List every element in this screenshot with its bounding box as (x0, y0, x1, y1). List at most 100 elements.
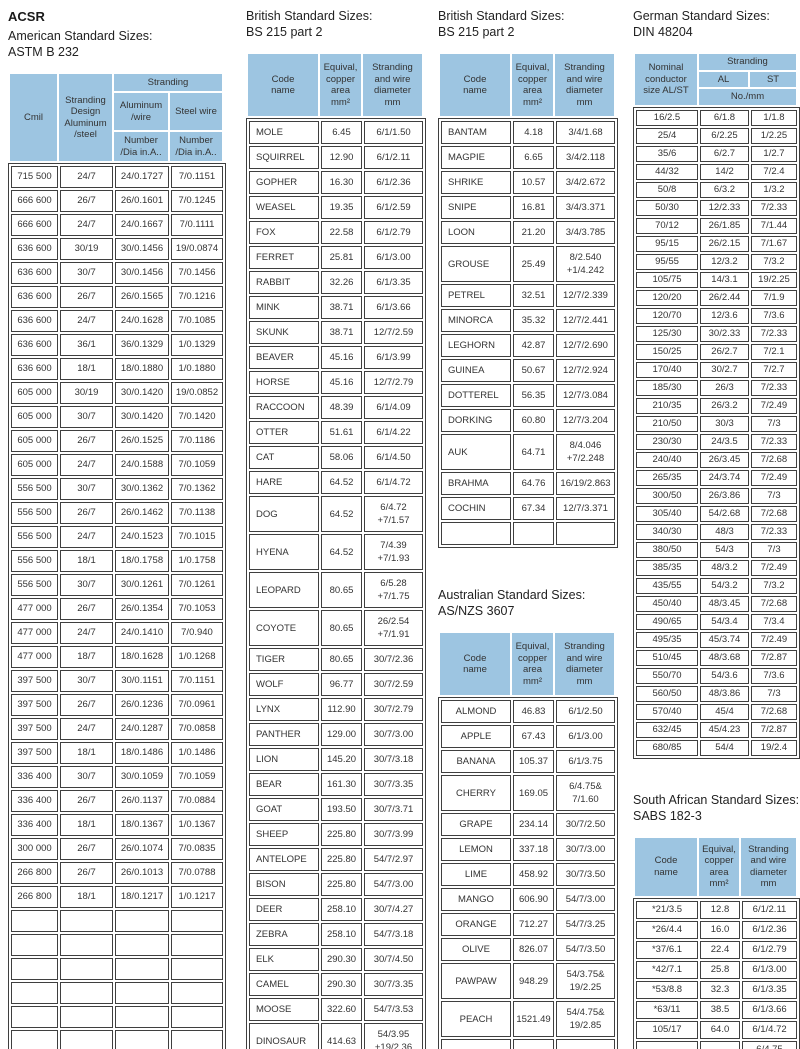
table-cell: 30/0.1420 (115, 382, 169, 404)
table-cell: 25/4 (636, 127, 698, 144)
table-cell: 12.8 (700, 900, 740, 919)
table-cell: 22.4 (700, 940, 740, 959)
table-cell: 54/7/3.00 (364, 873, 423, 896)
table-cell: 7/0.0858 (171, 718, 223, 740)
table-cell: 26/2.44 (700, 289, 749, 306)
table-row: 50/30 12/2.33 7/2.33 (636, 199, 797, 216)
table-cell: 18/0.1880 (115, 358, 169, 380)
table-cell: 30/7 (60, 478, 113, 500)
table-cell: ANTELOPE (249, 848, 319, 871)
table-row: 336 400 30/7 30/0.1059 7/0.1059 (11, 766, 223, 788)
table-cell: 36/0.1329 (115, 334, 169, 356)
table-cell: 32.51 (513, 284, 554, 307)
table-cell: ALMOND (441, 700, 511, 723)
table-cell: 230/30 (636, 433, 698, 450)
table-cell: 30/7 (60, 670, 113, 692)
table-cell: ZEBRA (249, 923, 319, 946)
table-row: 44/32 14/2 7/2.4 (636, 163, 797, 180)
table-row: 715 500 24/7 24/0.1727 7/0.1151 (11, 166, 223, 188)
table-cell: 18/1 (60, 550, 113, 572)
table-cell: 6/1/2.36 (364, 171, 423, 194)
table-cell: 1/0.1880 (171, 358, 223, 380)
table-cell (11, 910, 58, 932)
table-cell: 95/55 (636, 253, 698, 270)
table-cell: 30/19 (60, 382, 113, 404)
table-cell: 7/2.33 (751, 523, 797, 540)
table-cell: 210/50 (636, 415, 698, 432)
table-cell: 54/3.6 (700, 667, 749, 684)
table-row: 636 600 18/1 18/0.1880 1/0.1880 (11, 358, 223, 380)
table-cell: 4.18 (513, 121, 554, 144)
british-2-table-header: Code name Equival, copper area mm² Strandi… (438, 52, 616, 118)
table-cell: 48/3.45 (700, 595, 749, 612)
table-cell: 54/7/3.53 (364, 998, 423, 1021)
header-cell: Stranding (114, 74, 223, 91)
table-cell: 50.67 (513, 359, 554, 382)
table-cell: 7/0.1059 (171, 766, 223, 788)
table-cell (11, 1030, 58, 1049)
table-cell (171, 934, 223, 956)
table-cell: *37/6.1 (636, 940, 698, 959)
table-cell: 556 500 (11, 526, 58, 548)
table-cell: 7/2.49 (751, 397, 797, 414)
table-cell: 112.90 (321, 698, 362, 721)
table-cell: 30/7/3.35 (364, 773, 423, 796)
table-cell: 161.30 (321, 773, 362, 796)
table-row: FERRET 25.81 6/1/3.00 (249, 246, 423, 269)
table-cell: 30/2.33 (700, 325, 749, 342)
table-cell: 556 500 (11, 550, 58, 572)
table-cell: MOLE (249, 121, 319, 144)
south-african-table-border: *21/3.5 12.8 6/1/2.11 *26/4.4 16.0 6/1/2.36 *3… (633, 897, 800, 1049)
table-cell: 54/7/2.97 (364, 848, 423, 871)
table-row: DOG 64.52 6/4.72 +7/1.57 (249, 496, 423, 532)
header-cell: Number /Dia in.A.. (114, 132, 168, 161)
table-cell (60, 1006, 113, 1028)
german-table-border: 16/2.5 6/1.8 1/1.8 25/4 6/2.25 1/2.25 35/6 6/2.… (633, 106, 800, 759)
table-row: 550/70 54/3.6 7/3.6 (636, 667, 797, 684)
header-cell: Cmil (10, 74, 57, 161)
table-cell: 30/19 (60, 238, 113, 260)
table-cell: 18/0.1217 (115, 886, 169, 908)
table-cell: 7/2.1 (751, 343, 797, 360)
table-cell (441, 522, 511, 545)
table-cell: SHRIKE (441, 171, 511, 194)
table-cell: 64.52 (321, 534, 362, 570)
table-cell: 715 500 (11, 166, 58, 188)
table-cell: 105/75 (636, 271, 698, 288)
table-cell: DOTTEREL (441, 384, 511, 407)
table-cell: 605 000 (11, 454, 58, 476)
table-cell: SHEEP (249, 823, 319, 846)
table-cell: 48/3.86 (700, 685, 749, 702)
table-cell: 6/1/2.79 (742, 940, 797, 959)
german-data-table: 16/2.5 6/1.8 1/1.8 25/4 6/2.25 1/2.25 35/6 6/2.… (634, 108, 799, 758)
table-row: DINOSAUR 414.63 54/3.95 +19/2.36 (249, 1023, 423, 1049)
table-cell: 30/7/4.27 (364, 898, 423, 921)
header-cell: Equival, copper area mm² (320, 54, 361, 116)
table-cell: GROUSE (441, 246, 511, 282)
table-cell (171, 958, 223, 980)
empty-row (441, 1039, 615, 1049)
table-cell: 24/0.1667 (115, 214, 169, 236)
table-cell: BANANA (441, 750, 511, 773)
header-cell: Stranding Design Aluminum /steel (59, 74, 112, 161)
table-cell: 50/8 (636, 181, 698, 198)
table-row: CHERRY 169.05 6/4.75& 7/1.60 (441, 775, 615, 811)
table-cell: 6/5.28 +7/1.75 (364, 572, 423, 608)
table-cell: 32.26 (321, 271, 362, 294)
table-row: GROUSE 25.49 8/2.540 +1/4.242 (441, 246, 615, 282)
table-cell: 30/7/3.99 (364, 823, 423, 846)
table-cell: 26/7 (60, 598, 113, 620)
table-cell: 24/7 (60, 526, 113, 548)
table-cell: 7/2.68 (751, 595, 797, 612)
table-row: 70/12 26/1.85 7/1.44 (636, 217, 797, 234)
table-cell: 7/3 (751, 685, 797, 702)
table-cell: 30/7/2.50 (556, 813, 615, 836)
table-cell: PANTHER (249, 723, 319, 746)
header-cell: Stranding and wire diameter mm (555, 633, 614, 695)
table-cell: AUK (441, 434, 511, 470)
british-2-table-border: BANTAM 4.18 3/4/1.68 MAGPIE 6.65 3/4/2.118 SHR… (438, 118, 618, 548)
british-2-table-section: Code name Equival, copper area mm² Strandi… (438, 52, 619, 553)
table-row: 680/85 54/4 19/2.4 (636, 739, 797, 756)
table-row: MINORCA 35.32 12/7/2.441 (441, 309, 615, 332)
table-cell: 300/50 (636, 487, 698, 504)
